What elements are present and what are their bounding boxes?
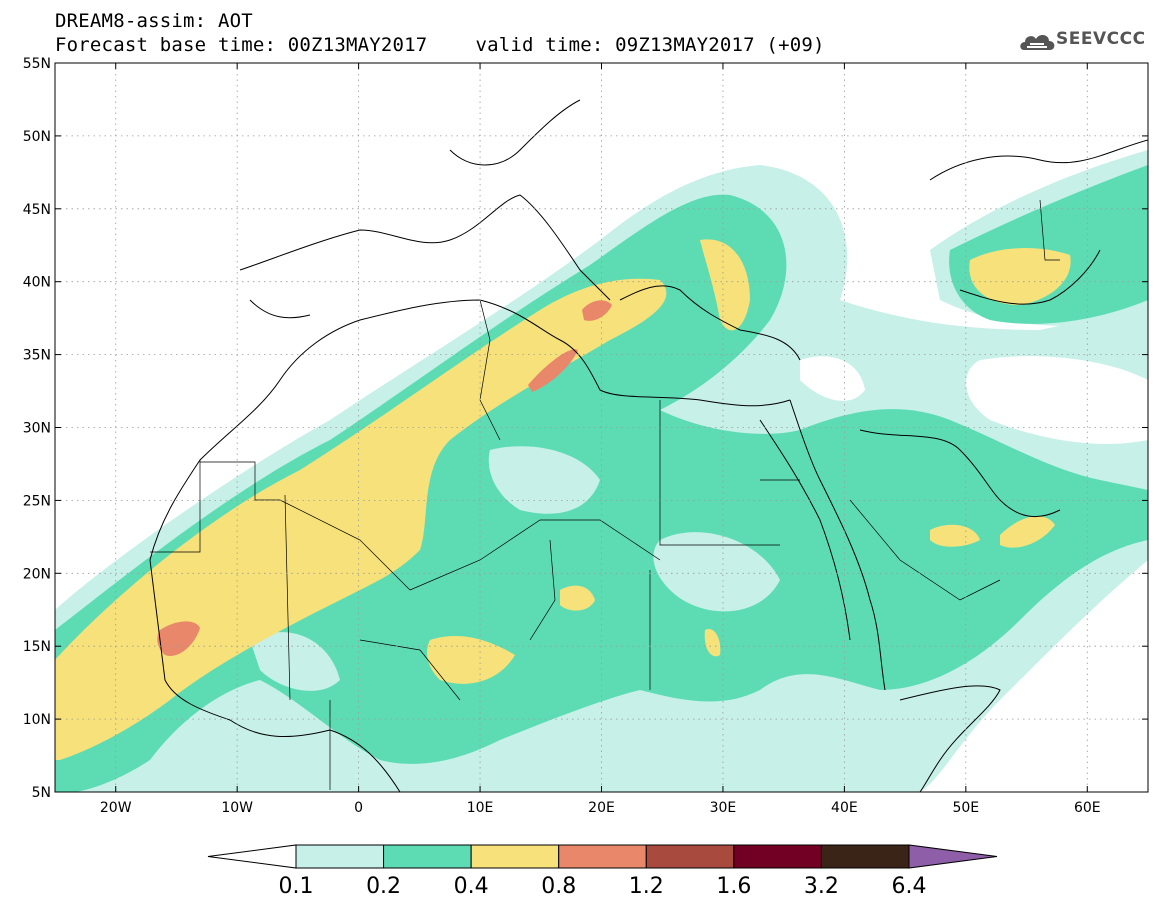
lon-tick-label: 10W [221, 800, 253, 816]
colorbar-left-arrow [207, 844, 297, 869]
lat-tick-label: 5N [32, 785, 51, 801]
colorbar-swatch [295, 844, 385, 869]
colorbar-label: 0.2 [366, 874, 401, 899]
map-subtitle: Forecast base time: 00Z13MAY2017 valid ti… [55, 34, 825, 56]
lat-tick-label: 15N [23, 639, 51, 655]
colorbar-label: 1.2 [629, 874, 664, 899]
coastlines [149, 99, 1148, 792]
lat-tick-label: 30N [23, 421, 51, 437]
lat-tick-label: 50N [23, 129, 51, 145]
lat-tick-label: 55N [23, 56, 51, 72]
grid-lines [55, 63, 1148, 792]
cloud-icon [1020, 35, 1055, 50]
aot-level-0-8 [157, 621, 200, 656]
colorbar-swatch [733, 844, 822, 869]
colorbar-swatch [383, 844, 472, 869]
valid-time: valid time: 09Z13MAY2017 (+09) [475, 34, 825, 56]
lat-tick-label: 45N [23, 202, 51, 218]
country-borders [150, 199, 1060, 790]
colorbar-swatch [470, 844, 560, 869]
colorbar-swatch [558, 844, 647, 869]
lat-tick-label: 20N [23, 566, 51, 582]
lat-tick-label: 10N [23, 712, 51, 728]
colorbar-label: 0.1 [279, 874, 314, 899]
colorbar-right-arrow [908, 844, 998, 869]
colorbar: 0.1 0.2 0.4 0.8 1.2 1.6 3.2 6.4 [207, 844, 998, 899]
colorbar-label: 0.8 [541, 874, 576, 899]
colorbar-swatch [820, 844, 910, 869]
colorbar-label: 1.6 [716, 874, 751, 899]
lon-tick-label: 60E [1074, 800, 1101, 816]
map-title: DREAM8-assim: AOT [55, 10, 253, 32]
lat-tick-label: 25N [23, 493, 51, 509]
logo-text: SEEVCCC [1056, 29, 1146, 49]
axis-ticks: 20W 10W 0 10E 20E 30E 40E 50E 60E 55N 50N 45N 40N 35N… [23, 56, 1148, 816]
lon-tick-label: 30E [710, 800, 737, 816]
lon-tick-label: 50E [952, 800, 979, 816]
lon-tick-label: 20E [588, 800, 615, 816]
lat-tick-label: 40N [23, 275, 51, 291]
colorbar-label: 3.2 [804, 874, 839, 899]
colorbar-swatch [645, 844, 735, 869]
lon-tick-label: 10E [467, 800, 494, 816]
colorbar-label: 0.4 [454, 874, 489, 899]
colorbar-label: 6.4 [892, 874, 927, 899]
lon-tick-label: 40E [831, 800, 858, 816]
forecast-base-time: Forecast base time: 00Z13MAY2017 [55, 34, 428, 56]
lat-tick-label: 35N [23, 348, 51, 364]
lon-tick-label: 20W [100, 800, 132, 816]
aot-level-0-4 [55, 278, 667, 760]
lon-tick-label: 0 [354, 800, 363, 816]
